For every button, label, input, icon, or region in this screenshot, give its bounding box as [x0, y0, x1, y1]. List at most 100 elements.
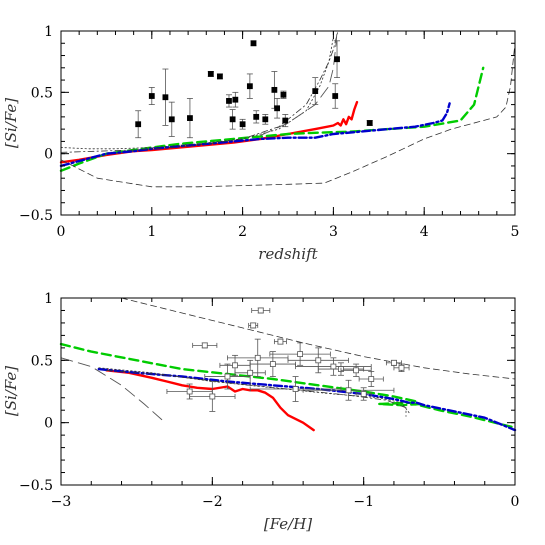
x-tick-label: 4: [420, 224, 429, 240]
filled-square-marker: [312, 88, 319, 95]
observation-point: [340, 363, 372, 377]
filled-square-marker: [366, 120, 373, 126]
filled-square-marker: [271, 86, 278, 93]
observation-point: [358, 371, 384, 387]
filled-square-marker: [187, 115, 193, 121]
bottom-panel-si-fe-vs-fe-h: −3 −2 −1 0 −0.5 0 0.5 1 [Fe/H] [Si/Fe]: [2, 291, 519, 533]
observation-point: [250, 40, 257, 47]
x-tick-label: 5: [511, 224, 520, 240]
filled-square-marker: [282, 117, 289, 124]
top-panel-y-axis-label: [Si/Fe]: [2, 98, 20, 148]
x-tick-label: 1: [147, 224, 156, 240]
filled-square-marker: [207, 71, 214, 77]
observation-point: [216, 73, 223, 80]
open-square-marker: [277, 338, 284, 345]
model-curve-thin-long-dash-black: [260, 30, 338, 136]
observation-point: [274, 98, 281, 119]
observation-point: [253, 110, 260, 124]
open-square-marker: [257, 307, 264, 314]
open-square-marker: [398, 364, 405, 371]
filled-square-marker: [232, 96, 239, 103]
observation-point: [393, 363, 410, 372]
x-tick-label: 0: [511, 494, 520, 510]
x-tick-label: −2: [202, 494, 223, 510]
filled-square-marker: [226, 98, 232, 104]
observation-point: [162, 68, 169, 126]
observation-point: [269, 342, 331, 366]
open-square-marker: [315, 357, 322, 364]
model-curve-solid-red: [105, 369, 315, 432]
x-tick-label: 3: [329, 224, 338, 240]
filled-square-marker: [262, 116, 269, 123]
model-curve-dot-dash-blue: [59, 102, 451, 168]
observation-point: [332, 83, 339, 109]
open-square-marker: [330, 363, 337, 370]
open-square-marker: [360, 391, 367, 397]
observation-point: [262, 114, 269, 125]
y-tick-label: −0.5: [19, 478, 53, 494]
y-tick-label: 0: [44, 147, 53, 163]
x-tick-label: −3: [51, 494, 72, 510]
observation-point: [204, 363, 251, 390]
observation-point: [280, 90, 287, 99]
model-curve-thin-dash-dot-black: [60, 30, 339, 153]
bottom-panel-frame: [60, 297, 516, 486]
top-panel-ticks: 0 1 2 3 4 5−0.500.51: [19, 24, 519, 240]
observation-point: [207, 71, 214, 77]
y-tick-label: 1: [44, 291, 53, 307]
open-square-marker: [247, 369, 254, 376]
open-square-marker: [250, 322, 257, 329]
open-square-marker: [345, 387, 352, 394]
filled-square-marker: [253, 113, 260, 120]
observation-point: [248, 322, 259, 329]
y-tick-label: 0.5: [31, 353, 53, 369]
top-panel-si-fe-vs-redshift: 0 1 2 3 4 5−0.500.51 redshift [Si/Fe]: [2, 24, 519, 263]
y-tick-label: 1: [44, 24, 53, 40]
observation-point: [271, 71, 278, 109]
open-square-marker: [368, 376, 375, 382]
bottom-panel-y-axis-label: [Si/Fe]: [2, 366, 20, 416]
top-panel-model-curves: [59, 30, 516, 188]
observation-point: [239, 118, 246, 130]
x-tick-label: 2: [238, 224, 247, 240]
model-curve-thin-dotted-black: [60, 36, 334, 150]
x-tick-label: 0: [57, 224, 66, 240]
open-square-marker: [269, 361, 276, 367]
bottom-panel-observations: [166, 307, 410, 412]
filled-square-marker: [162, 94, 169, 101]
observation-point: [246, 73, 253, 99]
observation-point: [232, 91, 239, 108]
observation-point: [189, 381, 236, 412]
observation-point: [192, 342, 218, 349]
filled-square-marker: [280, 91, 287, 98]
open-square-marker: [254, 354, 261, 361]
observation-point: [273, 338, 287, 345]
observation-point: [251, 307, 271, 314]
open-square-marker: [224, 373, 231, 380]
open-square-marker: [353, 367, 360, 374]
filled-square-marker: [216, 73, 223, 80]
model-curve-dashed-green: [59, 66, 485, 172]
observation-point: [312, 77, 319, 105]
observation-point: [385, 359, 402, 366]
observation-point: [334, 40, 341, 79]
open-square-marker: [292, 386, 299, 392]
filled-square-marker: [274, 105, 281, 112]
observation-point: [366, 120, 373, 126]
model-curve-thin-dashed-black: [60, 42, 516, 188]
y-tick-label: −0.5: [19, 208, 53, 224]
observation-point: [229, 109, 236, 130]
observation-point: [168, 101, 175, 137]
filled-square-marker: [148, 93, 155, 99]
filled-square-marker: [246, 83, 253, 90]
open-square-marker: [186, 388, 193, 395]
top-panel-observations: [135, 40, 373, 139]
open-square-marker: [209, 393, 216, 400]
observation-point: [186, 98, 193, 139]
filled-square-marker: [229, 116, 236, 123]
filled-square-marker: [168, 116, 175, 123]
observation-point: [295, 357, 372, 376]
top-panel-x-axis-label: redshift: [258, 245, 318, 263]
model-curve-thin-dash-dot-black: [106, 369, 407, 417]
